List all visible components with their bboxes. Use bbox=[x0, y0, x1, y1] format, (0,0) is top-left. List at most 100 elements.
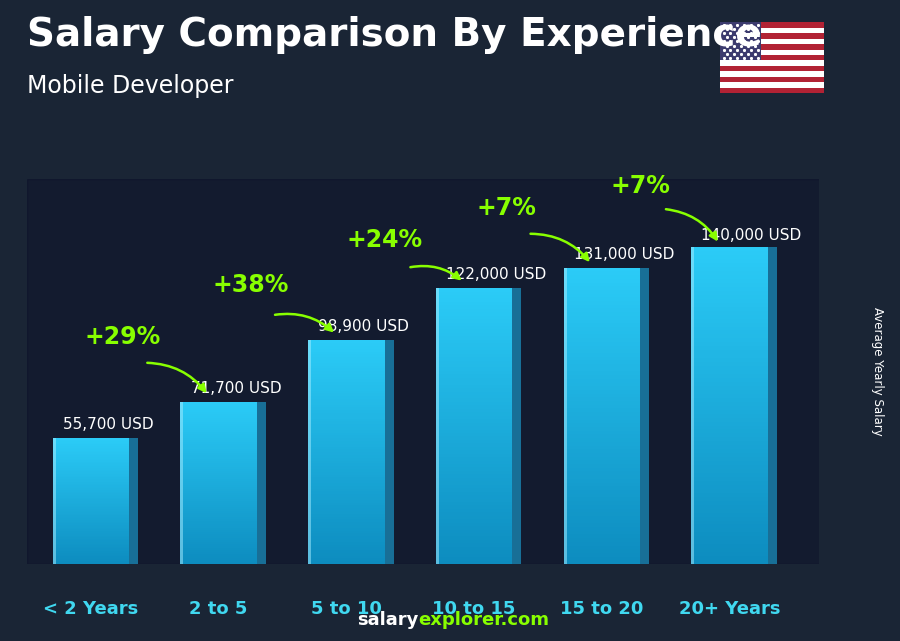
Bar bbox=[180, 517, 256, 519]
Bar bbox=[52, 563, 130, 564]
Bar bbox=[308, 488, 384, 492]
Bar bbox=[563, 464, 640, 468]
Bar bbox=[52, 554, 130, 556]
Bar bbox=[308, 449, 384, 452]
Bar bbox=[436, 395, 512, 399]
Bar bbox=[180, 529, 256, 531]
Bar bbox=[691, 402, 768, 406]
Bar bbox=[436, 402, 512, 405]
Bar bbox=[180, 550, 256, 552]
Bar bbox=[308, 455, 384, 458]
Bar bbox=[308, 382, 384, 385]
Bar bbox=[308, 374, 384, 377]
Bar bbox=[52, 441, 130, 443]
Bar bbox=[436, 392, 512, 395]
Bar bbox=[308, 553, 384, 556]
Bar bbox=[308, 444, 384, 447]
Bar bbox=[52, 493, 130, 495]
Bar bbox=[691, 307, 768, 311]
Bar bbox=[52, 482, 130, 484]
Bar bbox=[436, 340, 512, 344]
Bar bbox=[308, 528, 384, 531]
Bar bbox=[308, 492, 384, 494]
Bar bbox=[691, 322, 768, 326]
Bar bbox=[563, 323, 640, 327]
Bar bbox=[691, 346, 768, 350]
Bar bbox=[52, 458, 130, 460]
Bar bbox=[436, 540, 512, 544]
Bar bbox=[52, 462, 130, 463]
Bar bbox=[308, 399, 384, 402]
Bar bbox=[563, 353, 640, 356]
Bar bbox=[436, 426, 512, 429]
Bar bbox=[52, 470, 130, 471]
Bar bbox=[308, 404, 384, 408]
Bar bbox=[563, 304, 640, 308]
Bar bbox=[436, 550, 512, 554]
Bar bbox=[691, 517, 768, 520]
Bar bbox=[180, 499, 256, 501]
Bar bbox=[308, 438, 384, 441]
Bar bbox=[52, 471, 130, 472]
Bar bbox=[563, 371, 640, 375]
Bar bbox=[308, 346, 384, 349]
Bar bbox=[308, 377, 384, 379]
Bar bbox=[180, 485, 256, 487]
Bar bbox=[691, 445, 768, 449]
Bar bbox=[180, 515, 256, 517]
Polygon shape bbox=[512, 288, 521, 564]
Bar bbox=[691, 509, 768, 513]
Bar bbox=[720, 49, 824, 55]
Bar bbox=[52, 438, 130, 440]
Bar bbox=[691, 504, 768, 509]
Bar bbox=[308, 363, 384, 365]
Bar bbox=[308, 539, 384, 542]
Bar bbox=[52, 506, 130, 508]
Bar bbox=[308, 517, 384, 519]
Bar bbox=[180, 440, 256, 442]
Bar bbox=[436, 374, 512, 378]
Bar bbox=[436, 492, 512, 495]
Bar bbox=[563, 394, 640, 397]
Bar bbox=[52, 517, 130, 519]
Bar bbox=[52, 560, 130, 561]
Bar bbox=[563, 453, 640, 456]
Bar bbox=[180, 428, 256, 430]
Bar bbox=[308, 371, 384, 374]
Bar bbox=[52, 553, 130, 554]
Bar bbox=[691, 457, 768, 461]
Bar bbox=[52, 443, 130, 444]
Bar bbox=[436, 474, 512, 478]
Bar bbox=[180, 414, 256, 416]
Bar bbox=[308, 458, 384, 461]
Bar bbox=[563, 375, 640, 379]
Bar bbox=[436, 416, 512, 419]
Bar bbox=[563, 427, 640, 431]
Bar bbox=[691, 548, 768, 552]
Bar bbox=[436, 367, 512, 371]
Bar bbox=[436, 478, 512, 481]
Bar bbox=[691, 259, 768, 263]
Bar bbox=[308, 394, 384, 396]
Bar bbox=[180, 544, 256, 546]
Bar bbox=[308, 533, 384, 536]
Bar bbox=[180, 424, 256, 426]
Bar bbox=[52, 488, 130, 490]
Bar bbox=[180, 465, 256, 467]
Bar bbox=[52, 499, 130, 501]
Bar bbox=[180, 453, 256, 454]
Bar bbox=[436, 288, 439, 564]
Bar bbox=[691, 552, 768, 556]
Bar bbox=[180, 558, 256, 560]
Bar bbox=[691, 247, 768, 251]
Bar bbox=[691, 366, 768, 370]
Bar bbox=[720, 60, 824, 66]
Bar bbox=[563, 397, 640, 401]
Bar bbox=[180, 562, 256, 564]
Bar bbox=[308, 558, 384, 562]
Text: salary: salary bbox=[357, 612, 418, 629]
Bar bbox=[52, 531, 130, 533]
Bar bbox=[691, 493, 768, 497]
Bar bbox=[308, 340, 384, 343]
Bar bbox=[180, 426, 256, 428]
